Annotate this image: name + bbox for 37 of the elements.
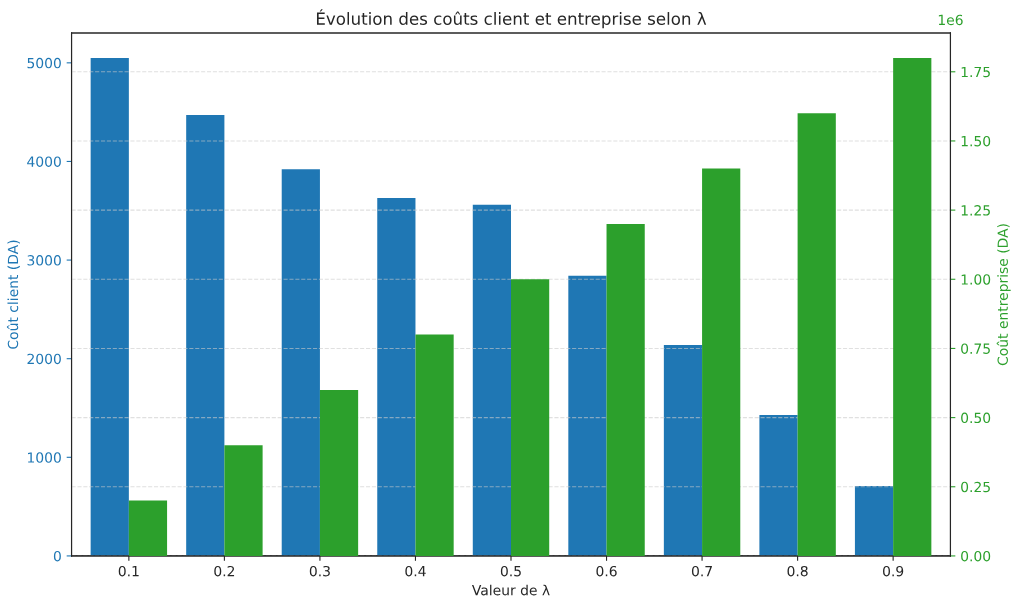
bar (224, 445, 263, 556)
y-tick-label: 0 (53, 550, 61, 562)
x-tick-label: 0.9 (883, 565, 904, 577)
chart-title: Évolution des coûts client et entreprise selon λ (316, 9, 707, 29)
y2-axis-title: Coût entreprise (DA) (996, 224, 1011, 366)
y-axis-title: Coût client (DA) (6, 240, 20, 349)
y2-tick-label: 0.50 (961, 412, 991, 424)
y-tick-label: 4000 (27, 156, 61, 167)
bar (759, 414, 798, 556)
y-tick-label: 2000 (27, 353, 61, 365)
y2-tick-label: 0.75 (961, 343, 990, 354)
x-tick-label: 0.7 (691, 565, 712, 577)
bar (797, 113, 836, 556)
bar (893, 57, 932, 556)
y2-tick-label: 0.25 (961, 481, 990, 493)
x-axis-title: Valeur de λ (471, 584, 550, 596)
bar (128, 500, 168, 556)
y2-tick-label: 1.75 (961, 66, 990, 78)
x-tick-label: 0.1 (118, 565, 139, 577)
y2-tick-label: 0.00 (961, 550, 991, 562)
y-tick-label: 5000 (27, 57, 61, 69)
x-tick-label: 0.3 (309, 565, 330, 577)
y2-tick-label: 1.50 (961, 135, 991, 147)
text: 1e6 (938, 14, 963, 26)
x-tick-label: 0.2 (214, 565, 235, 577)
y-tick-label: 1000 (28, 452, 61, 463)
x-tick-label: 0.5 (500, 565, 521, 577)
bar (854, 485, 894, 556)
x-tick-label: 0.8 (787, 565, 808, 577)
x-tick-label: 0.6 (596, 565, 617, 577)
y2-tick-label: 1.25 (961, 205, 990, 216)
bar (186, 115, 225, 556)
y-tick-label: 3000 (27, 255, 61, 266)
bar (90, 57, 129, 556)
x-tick-label: 0.4 (405, 565, 426, 577)
bar (281, 169, 320, 556)
y2-tick-label: 1.00 (961, 274, 991, 285)
